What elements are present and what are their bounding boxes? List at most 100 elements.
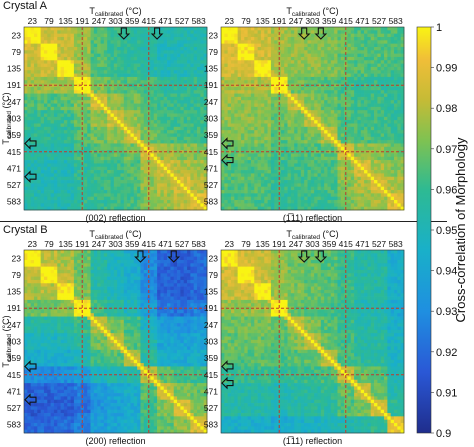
heatmap-cell [163, 116, 168, 121]
heatmap-cell [300, 30, 305, 35]
heatmap-cell [347, 113, 352, 118]
heatmap-cell [357, 140, 362, 144]
heatmap-cell [197, 203, 201, 208]
heatmap-cell [267, 120, 272, 124]
heatmap-cell [197, 27, 201, 31]
heatmap-cell [67, 46, 71, 51]
heatmap-cell [234, 80, 238, 84]
heatmap-cell [394, 90, 398, 94]
heatmap-cell [60, 166, 65, 171]
heatmap-cell [103, 193, 108, 198]
heatmap-cell [247, 96, 252, 101]
heatmap-cell [287, 60, 292, 64]
heatmap-cell [100, 76, 105, 81]
heatmap-cell [197, 36, 201, 41]
heatmap-cell [50, 36, 55, 41]
heatmap-cell [193, 136, 198, 141]
heatmap-cell [123, 130, 128, 134]
heatmap-cell [133, 30, 138, 35]
heatmap-cell [157, 146, 161, 151]
heatmap-cell [100, 30, 105, 35]
heatmap-cell [80, 150, 85, 154]
heatmap-cell [197, 130, 201, 134]
heatmap-cell [137, 126, 141, 131]
heatmap-cell [247, 40, 252, 44]
heatmap-cell [130, 93, 135, 98]
heatmap-cell [47, 63, 51, 68]
heatmap-cell [83, 60, 88, 64]
heatmap-cell [330, 27, 335, 31]
heatmap-cell [330, 36, 335, 41]
heatmap-cell [187, 46, 191, 51]
heatmap-cell [53, 80, 58, 84]
heatmap-cell [163, 130, 168, 134]
heatmap-cell [354, 60, 358, 64]
heatmap-cell [113, 36, 118, 41]
heatmap-cell [173, 120, 178, 124]
heatmap-cell [221, 27, 225, 31]
heatmap-cell [173, 63, 178, 68]
heatmap-cell [150, 193, 155, 198]
heatmap-cell [193, 70, 198, 74]
heatmap-cell [234, 133, 238, 138]
heatmap-cell [57, 33, 61, 38]
heatmap-cell [270, 50, 275, 54]
heatmap-cell [87, 206, 91, 211]
heatmap-cell [24, 40, 28, 44]
heatmap-cell [50, 160, 55, 164]
heatmap-cell [374, 110, 378, 114]
heatmap-cell [47, 53, 51, 58]
heatmap-cell [70, 163, 75, 168]
heatmap-cell [43, 120, 48, 124]
heatmap-cell [70, 46, 75, 51]
heatmap-cell [123, 126, 128, 131]
heatmap-cell [384, 36, 388, 41]
heatmap-cell [240, 63, 245, 68]
heatmap-cell [137, 156, 141, 161]
heatmap-cell [327, 33, 332, 38]
heatmap-cell [187, 150, 191, 154]
heatmap-cell [140, 110, 145, 114]
heatmap-cell [97, 46, 101, 51]
heatmap-cell [53, 176, 58, 181]
x-tick-label: 415 [142, 16, 156, 26]
heatmap-cell [163, 183, 168, 188]
heatmap-cell [163, 86, 168, 91]
heatmap-cell [297, 140, 302, 144]
heatmap-cell [317, 96, 322, 101]
heatmap-cell [260, 76, 265, 81]
heatmap-cell [73, 36, 78, 41]
heatmap-cell [137, 183, 141, 188]
heatmap-cell [143, 196, 148, 201]
heatmap-cell [224, 43, 229, 48]
heatmap-cell [357, 103, 362, 108]
heatmap-cell [357, 63, 362, 68]
heatmap-cell [130, 130, 135, 134]
heatmap-cell [350, 40, 355, 44]
heatmap-cell [377, 80, 382, 84]
heatmap-cell [30, 53, 35, 58]
heatmap-cell [67, 120, 71, 124]
heatmap-cell [103, 120, 108, 124]
heatmap-cell [221, 33, 225, 38]
heatmap-cell [377, 56, 382, 61]
heatmap-cell [193, 156, 198, 161]
heatmap-cell [330, 100, 335, 104]
heatmap-cell [24, 66, 28, 71]
heatmap-cell [377, 113, 382, 118]
heatmap-cell [30, 116, 35, 121]
heatmap-cell [240, 70, 245, 74]
heatmap-cell [43, 123, 48, 128]
heatmap-cell [133, 27, 138, 31]
heatmap-cell [123, 30, 128, 35]
heatmap-cell [143, 136, 148, 141]
heatmap-cell [103, 133, 108, 138]
heatmap-cell [310, 50, 315, 54]
heatmap-cell [384, 50, 388, 54]
heatmap-cell [327, 40, 332, 44]
heatmap-cell [163, 173, 168, 178]
heatmap-cell [187, 40, 191, 44]
heatmap-cell [367, 90, 372, 94]
heatmap-cell [254, 100, 258, 104]
heatmap-cell [193, 140, 198, 144]
